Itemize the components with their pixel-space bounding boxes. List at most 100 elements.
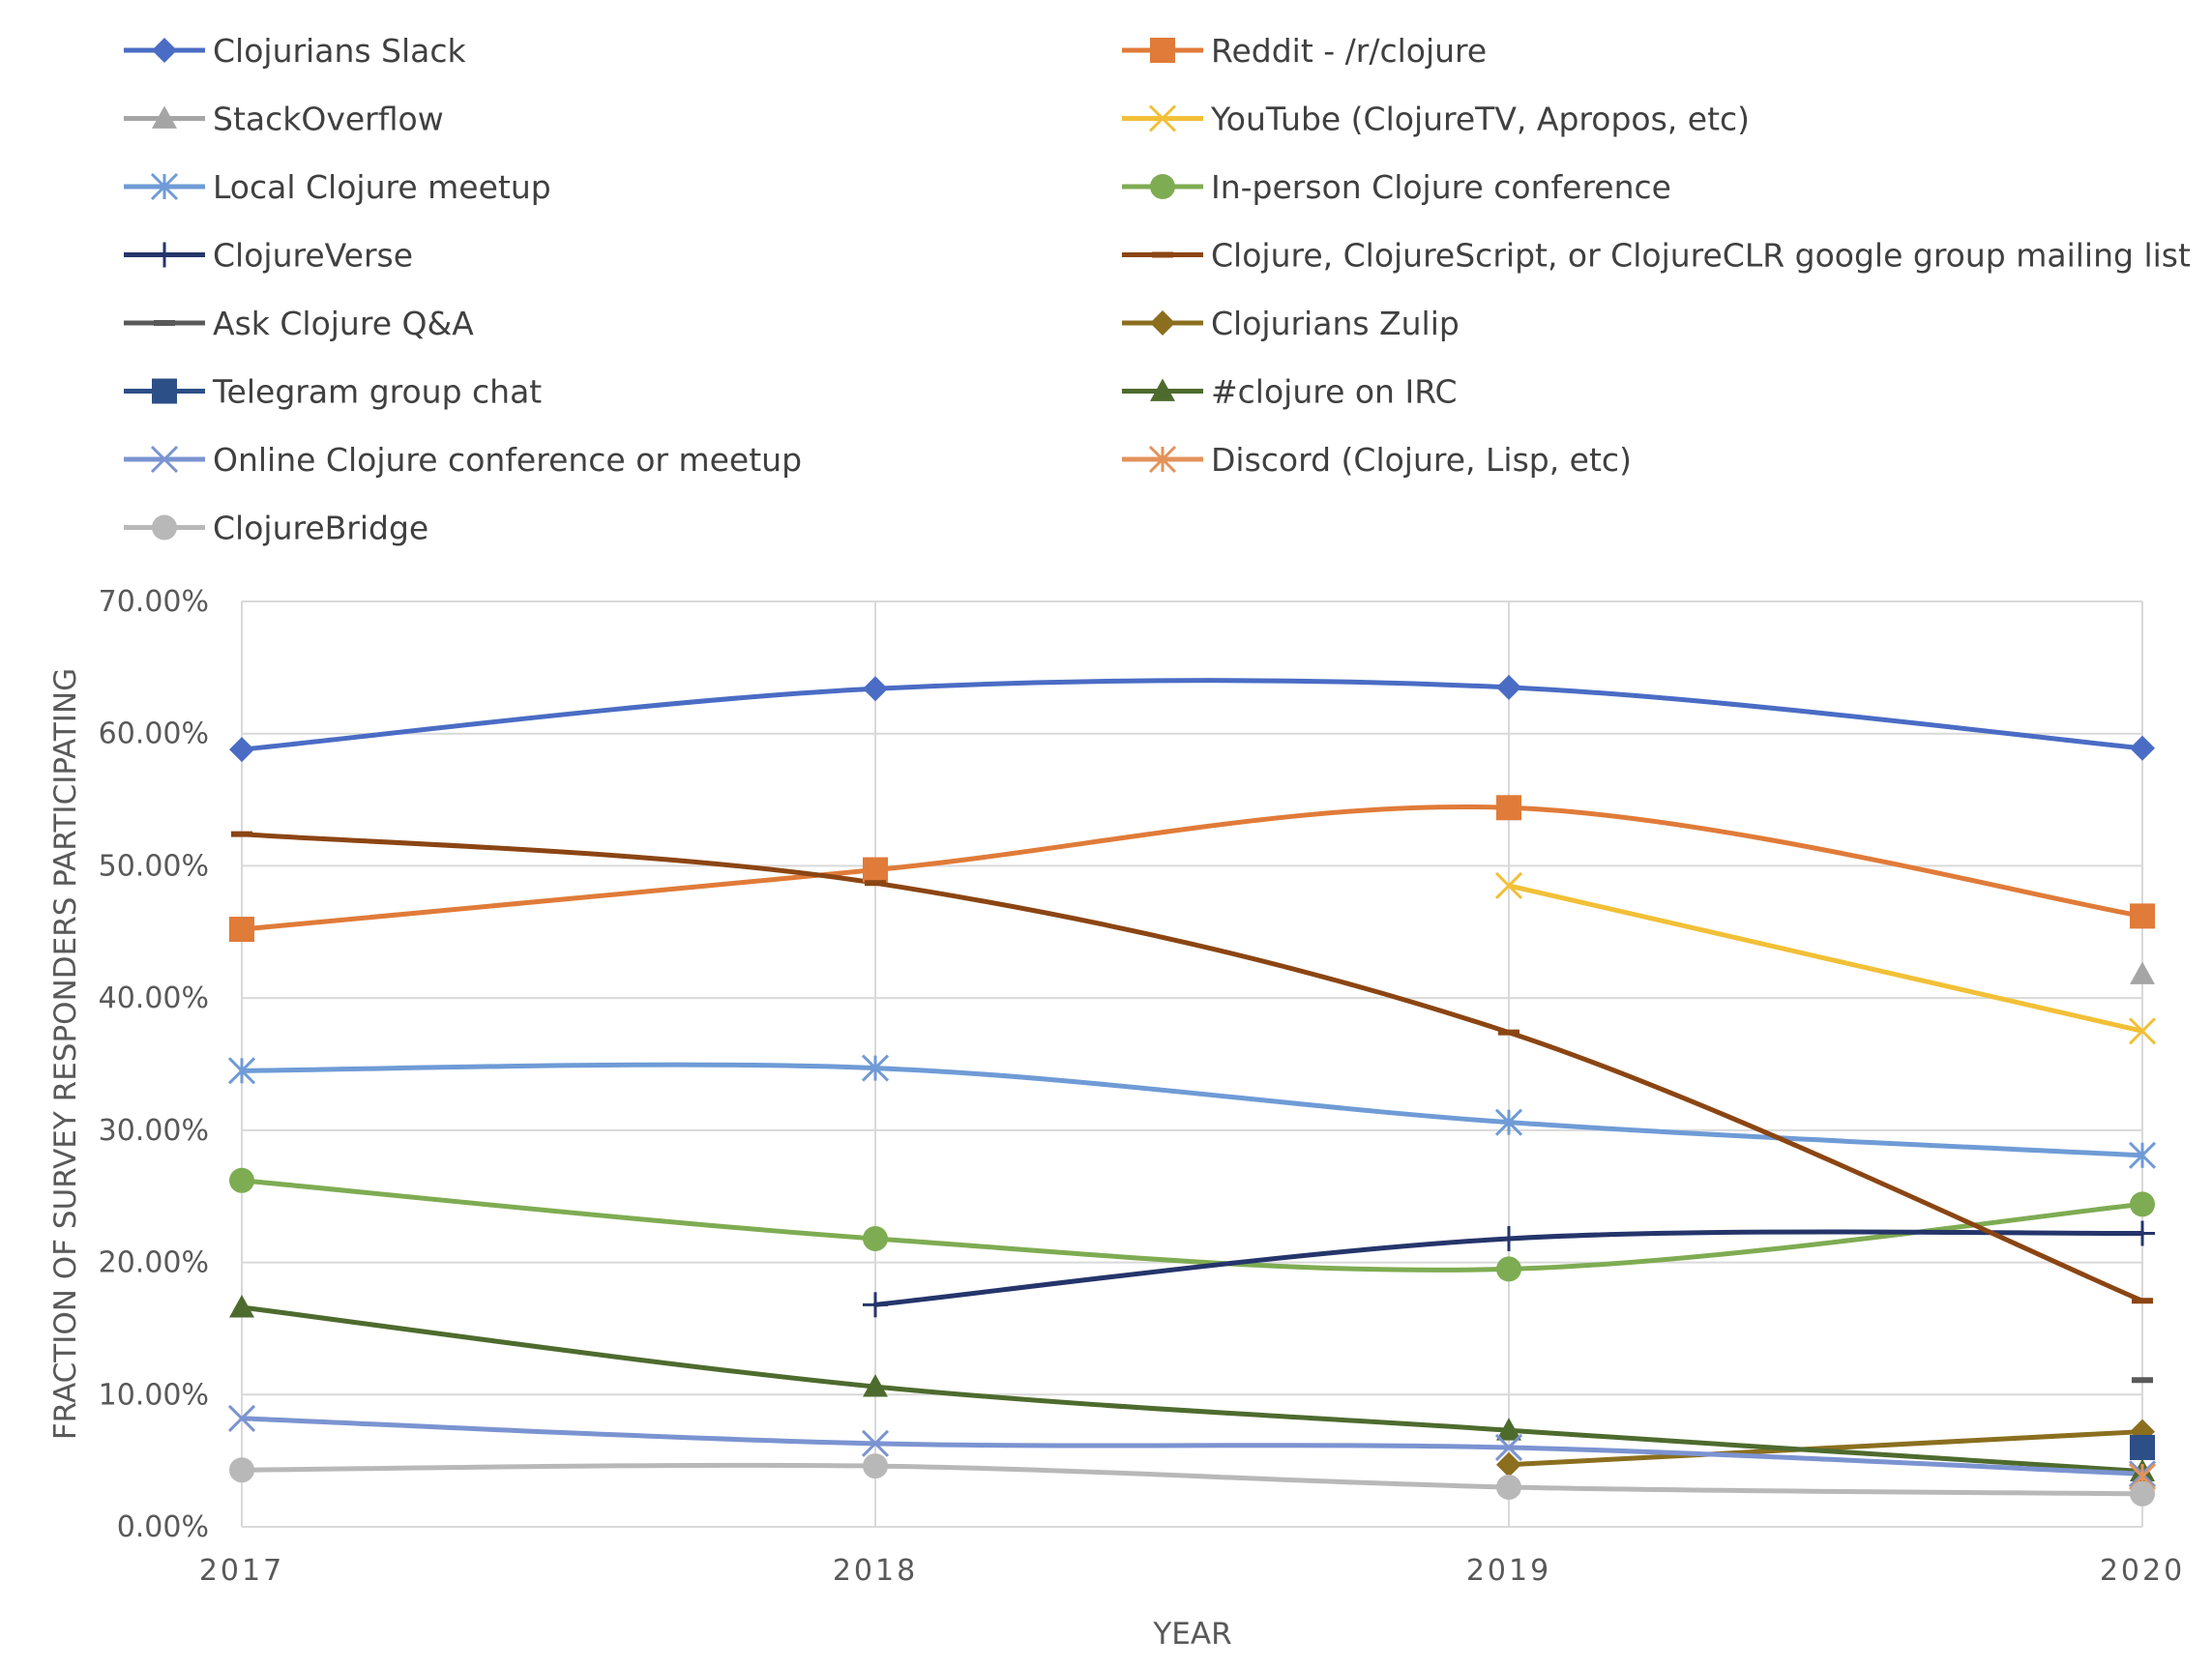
y-tick-label: 40.00% xyxy=(99,981,209,1015)
legend-label: StackOverflow xyxy=(213,101,444,138)
data-point-online-clojure-conference-or-meetup xyxy=(1494,1433,1523,1462)
data-point-youtube-clojuretv-apropos-etc xyxy=(2128,1017,2157,1045)
legend-marker xyxy=(1150,310,1175,336)
data-point-clojurians-slack xyxy=(2130,735,2155,761)
data-point-stackoverflow xyxy=(2130,961,2155,984)
data-point-clojure-clojurescript-or-clojureclr-google-group-mailing-list xyxy=(2132,1298,2153,1304)
chart-axes: 0.00% 10.00% 20.00% 30.00% 40.00% 50.00% 60.00… xyxy=(99,585,2185,1588)
series-line-local-clojure-meetup xyxy=(239,1062,2145,1158)
data-point-clojure-on-irc xyxy=(863,1374,888,1397)
legend-label: ClojureVerse xyxy=(213,237,413,275)
data-point-local-clojure-meetup xyxy=(227,1057,256,1085)
legend-label: In-person Clojure conference xyxy=(1211,168,1671,206)
legend-marker xyxy=(152,378,177,404)
legend-marker xyxy=(1150,378,1175,401)
data-point-clojurebridge xyxy=(863,1453,888,1479)
y-tick-label: 30.00% xyxy=(99,1114,209,1148)
legend-marker xyxy=(152,242,177,268)
y-tick-label: 0.00% xyxy=(117,1510,209,1544)
chart-legend: Clojurians Slack Reddit - /r/clojure Stack… xyxy=(124,32,2191,547)
legend-item-clojureverse: ClojureVerse xyxy=(124,237,413,275)
y-tick-label: 60.00% xyxy=(99,717,209,751)
legend-label: Clojurians Slack xyxy=(213,32,467,70)
legend-item-clojurians-zulip: Clojurians Zulip xyxy=(1122,305,1460,342)
legend-marker xyxy=(1150,174,1175,199)
legend-item-local-clojure-meetup: Local Clojure meetup xyxy=(124,168,551,206)
x-axis-title: YEAR xyxy=(1152,1617,1231,1652)
legend-marker xyxy=(152,514,177,541)
data-point-clojure-clojurescript-or-clojureclr-google-group-mailing-list xyxy=(231,831,252,837)
legend-marker xyxy=(1148,104,1177,132)
x-tick-label: 2019 xyxy=(1466,1554,1551,1588)
series-line-clojurebridge xyxy=(239,1462,2145,1497)
legend-label: Discord (Clojure, Lisp, etc) xyxy=(1211,441,1632,479)
legend-label: Reddit - /r/clojure xyxy=(1211,32,1487,70)
chart-series-lines xyxy=(239,678,2145,1497)
x-tick-label: 2020 xyxy=(2100,1554,2185,1588)
legend-marker xyxy=(150,445,179,474)
legend-label: Clojurians Zulip xyxy=(1211,305,1460,342)
data-point-clojurians-slack xyxy=(1496,674,1521,700)
legend-item-youtube-clojuretv-apropos-etc: YouTube (ClojureTV, Apropos, etc) xyxy=(1122,101,1750,138)
y-tick-label: 10.00% xyxy=(99,1378,209,1412)
legend-marker xyxy=(152,38,177,63)
series-line-clojure-clojurescript-or-clojureclr-google-group-mailing-list xyxy=(239,832,2145,1303)
data-point-reddit-r-clojure xyxy=(2130,903,2155,929)
data-point-clojurians-zulip xyxy=(1496,1451,1521,1478)
x-tick-label: 2018 xyxy=(833,1554,918,1588)
legend-item-stackoverflow: StackOverflow xyxy=(124,101,444,138)
series-line-in-person-clojure-conference xyxy=(239,1178,2145,1273)
legend-marker xyxy=(1152,251,1173,258)
data-point-online-clojure-conference-or-meetup xyxy=(227,1404,256,1432)
legend-item-telegram-group-chat: Telegram group chat xyxy=(124,373,542,411)
data-point-clojureverse xyxy=(863,1292,888,1318)
data-point-in-person-clojure-conference xyxy=(229,1167,254,1193)
legend-item-clojurians-slack: Clojurians Slack xyxy=(124,32,467,70)
data-point-in-person-clojure-conference xyxy=(1496,1256,1521,1282)
legend-marker xyxy=(1148,445,1177,474)
data-point-reddit-r-clojure xyxy=(229,917,254,943)
legend-label: Clojure, ClojureScript, or ClojureCLR go… xyxy=(1211,237,2191,275)
legend-marker xyxy=(1150,38,1175,63)
data-point-in-person-clojure-conference xyxy=(863,1225,888,1251)
data-point-local-clojure-meetup xyxy=(861,1054,890,1082)
data-point-clojurebridge xyxy=(2130,1480,2155,1507)
data-point-clojurebridge xyxy=(1496,1474,1521,1500)
chart-series-markers xyxy=(227,674,2157,1507)
legend-label: Local Clojure meetup xyxy=(213,168,551,206)
legend-label: YouTube (ClojureTV, Apropos, etc) xyxy=(1210,101,1750,138)
x-tick-label: 2017 xyxy=(199,1554,284,1588)
data-point-clojure-clojurescript-or-clojureclr-google-group-mailing-list xyxy=(1498,1029,1519,1036)
data-point-clojureverse xyxy=(1496,1225,1521,1251)
series-line-clojure-on-irc xyxy=(239,1304,2145,1475)
series-line-clojurians-slack xyxy=(239,678,2145,752)
data-point-clojurians-slack xyxy=(229,737,254,763)
legend-item-discord-clojure-lisp-etc: Discord (Clojure, Lisp, etc) xyxy=(1122,441,1632,479)
data-point-reddit-r-clojure xyxy=(863,857,888,883)
legend-item-in-person-clojure-conference: In-person Clojure conference xyxy=(1122,168,1671,206)
y-tick-label: 50.00% xyxy=(99,849,209,883)
series-line-online-clojure-conference-or-meetup xyxy=(239,1416,2145,1477)
legend-label: Online Clojure conference or meetup xyxy=(213,441,802,479)
data-point-clojure-clojurescript-or-clojureclr-google-group-mailing-list xyxy=(865,880,886,887)
data-point-clojurebridge xyxy=(229,1457,254,1483)
data-point-clojure-on-irc xyxy=(229,1295,254,1318)
data-point-youtube-clojuretv-apropos-etc xyxy=(1494,871,1523,899)
legend-item-clojure-clojurescript-or-clojureclr-google-group-mailing-list: Clojure, ClojureScript, or ClojureCLR go… xyxy=(1122,237,2191,275)
data-point-local-clojure-meetup xyxy=(1494,1108,1523,1136)
legend-label: ClojureBridge xyxy=(213,510,428,547)
data-point-telegram-group-chat xyxy=(2130,1434,2155,1460)
y-tick-label: 20.00% xyxy=(99,1246,209,1280)
data-point-clojureverse xyxy=(2130,1220,2155,1246)
data-point-in-person-clojure-conference xyxy=(2130,1191,2155,1217)
legend-label: Telegram group chat xyxy=(212,373,542,411)
legend-item-clojurebridge: ClojureBridge xyxy=(124,510,428,547)
series-line-clojurians-zulip xyxy=(1506,1429,2145,1468)
data-point-ask-clojure-q-a xyxy=(2132,1377,2153,1384)
legend-item-clojure-on-irc: #clojure on IRC xyxy=(1122,373,1458,411)
data-point-local-clojure-meetup xyxy=(2128,1141,2157,1169)
series-line-youtube-clojuretv-apropos-etc xyxy=(1506,883,2145,1034)
legend-item-online-clojure-conference-or-meetup: Online Clojure conference or meetup xyxy=(124,441,802,479)
data-point-reddit-r-clojure xyxy=(1496,795,1521,821)
